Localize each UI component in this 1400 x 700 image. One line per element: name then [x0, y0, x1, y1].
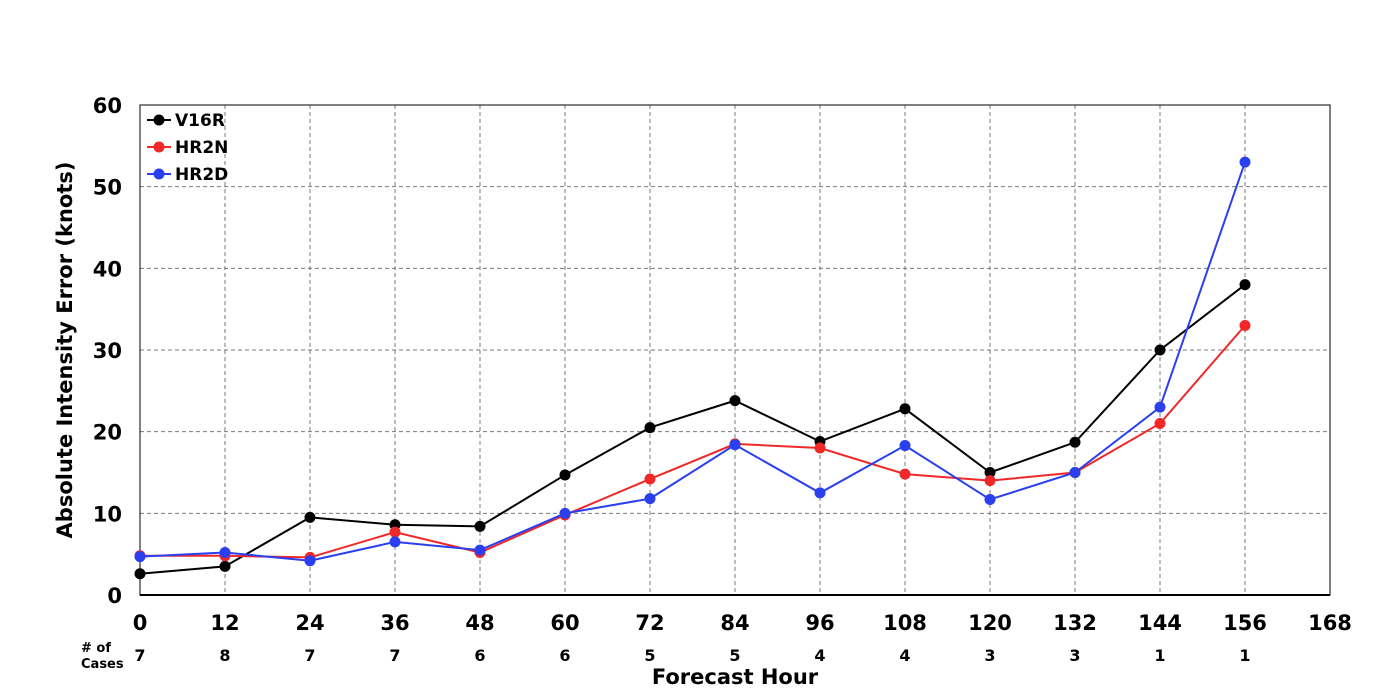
y-tick-label: 50	[93, 176, 122, 200]
series-line-hr2n	[140, 324, 1246, 559]
data-point-hr2n	[814, 442, 826, 454]
legend-label-v16r: V16R	[175, 111, 225, 131]
data-point-hr2n	[984, 475, 996, 487]
case-count: 6	[474, 646, 485, 665]
cases-label-line2: Cases	[81, 657, 124, 672]
data-point-hr2d	[1154, 401, 1166, 413]
case-count: 6	[559, 646, 570, 665]
legend-label-hr2n: HR2N	[175, 138, 228, 158]
series-line-v16r	[139, 283, 1246, 575]
case-count: 7	[134, 646, 145, 665]
data-point-hr2n	[389, 526, 401, 538]
data-point-hr2d	[304, 555, 316, 567]
x-tick-label: 0	[133, 611, 148, 635]
data-point-hr2d	[644, 493, 656, 505]
y-ticks: 0 10 20 30 40 50 60	[93, 94, 122, 608]
case-count: 7	[304, 646, 315, 665]
grid	[140, 105, 1330, 595]
legend-marker-v16r	[153, 114, 165, 126]
x-tick-label: 24	[295, 611, 324, 635]
x-tick-label: 132	[1053, 611, 1097, 635]
x-axis-title: Forecast Hour	[652, 665, 819, 689]
series-line-hr2d	[139, 161, 1246, 562]
x-tick-label: 48	[465, 611, 494, 635]
case-count: 1	[1154, 646, 1165, 665]
data-point-v16r	[1069, 436, 1081, 448]
data-point-v16r	[219, 560, 231, 572]
x-tick-label: 60	[550, 611, 579, 635]
case-count: 7	[389, 646, 400, 665]
x-tick-label: 36	[380, 611, 409, 635]
case-count: 4	[899, 646, 910, 665]
data-point-v16r	[729, 395, 741, 407]
case-count: 1	[1239, 646, 1250, 665]
data-point-v16r	[984, 467, 996, 478]
x-tick-label: 144	[1138, 611, 1182, 635]
x-tick-label: 96	[805, 611, 834, 635]
data-point-hr2d	[1069, 467, 1081, 478]
x-ticks: 0 12 24 36 48 60 72 84 96 108 120 132 144 156 168	[133, 611, 1352, 635]
data-point-v16r	[1154, 344, 1166, 356]
y-axis-title: Absolute Intensity Error (knots)	[53, 162, 77, 539]
data-point-hr2d	[984, 493, 996, 505]
y-tick-label: 0	[107, 584, 122, 608]
data-point-hr2d	[219, 547, 231, 559]
data-point-v16r	[134, 568, 146, 580]
data-point-hr2d	[899, 440, 911, 452]
legend: V16R HR2N HR2D	[147, 111, 228, 185]
data-point-hr2d	[134, 551, 146, 563]
data-point-hr2d	[729, 439, 741, 451]
data-point-hr2d	[474, 544, 486, 556]
data-point-hr2n	[899, 468, 911, 480]
data-point-hr2n	[1239, 320, 1251, 331]
data-point-v16r	[559, 469, 571, 481]
x-tick-label: 168	[1308, 611, 1352, 635]
y-tick-label: 30	[93, 339, 122, 363]
data-point-hr2d	[559, 507, 571, 519]
y-tick-label: 40	[93, 257, 122, 281]
data-point-v16r	[644, 422, 656, 434]
case-count: 5	[729, 646, 740, 665]
x-tick-label: 12	[210, 611, 239, 635]
x-tick-label: 84	[720, 611, 749, 635]
case-count: 4	[814, 646, 825, 665]
case-count: 3	[1069, 646, 1080, 665]
x-tick-label: 108	[883, 611, 927, 635]
legend-marker-hr2n	[153, 141, 165, 153]
x-tick-label: 72	[635, 611, 664, 635]
x-tick-label: 120	[968, 611, 1012, 635]
case-count: 3	[984, 646, 995, 665]
cases-label-line1: # of	[81, 641, 111, 656]
legend-label-hr2d: HR2D	[175, 165, 228, 185]
case-count: 5	[644, 646, 655, 665]
data-point-v16r	[1239, 279, 1251, 291]
data-point-hr2d	[1239, 156, 1251, 168]
case-count: 8	[219, 646, 230, 665]
data-point-v16r	[304, 511, 316, 523]
series-group	[134, 156, 1251, 580]
y-tick-label: 60	[93, 94, 122, 118]
data-point-v16r	[474, 520, 486, 532]
data-point-hr2d	[389, 536, 401, 548]
y-tick-label: 20	[93, 421, 122, 445]
legend-marker-hr2d	[153, 168, 165, 180]
data-point-hr2n	[1154, 418, 1166, 429]
data-point-hr2n	[644, 473, 656, 485]
x-tick-label: 156	[1223, 611, 1267, 635]
data-point-hr2d	[814, 487, 826, 499]
y-tick-label: 10	[93, 502, 122, 526]
data-point-v16r	[899, 403, 911, 415]
